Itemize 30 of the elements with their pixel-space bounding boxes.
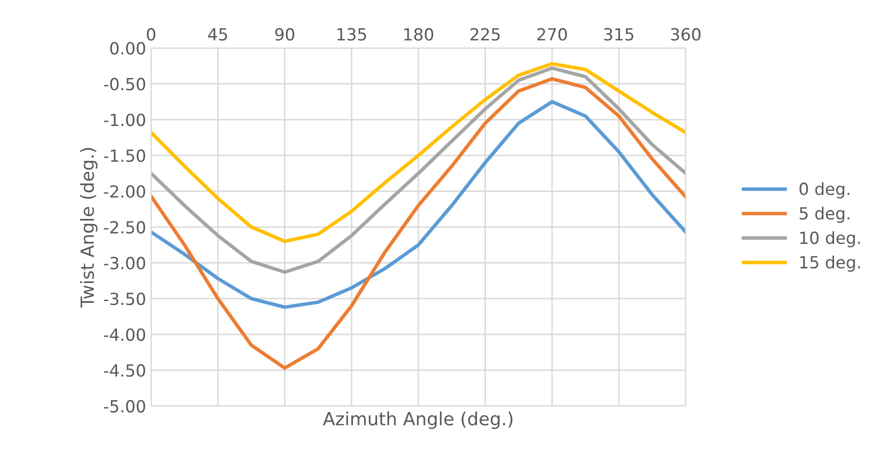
legend-label: 10 deg. xyxy=(800,231,860,248)
y-tick-label: -2.00 xyxy=(104,185,146,198)
line-series xyxy=(151,62,686,244)
y-tick-label: -1.50 xyxy=(104,149,146,162)
y-axis-title: Twist Angle (deg.) xyxy=(80,148,98,308)
x-tick-label: 0 xyxy=(146,28,156,41)
line-series xyxy=(151,77,686,370)
y-tick-label: -3.00 xyxy=(104,256,146,270)
x-tick-label: 135 xyxy=(337,28,366,41)
x-axis-title: Azimuth Angle (deg.) xyxy=(322,412,512,430)
x-tick-label: 270 xyxy=(537,28,567,41)
y-tick-label: -3.50 xyxy=(104,292,146,306)
line-series xyxy=(151,66,686,274)
y-tick-label: -5.00 xyxy=(104,400,146,413)
legend-label: 0 deg. xyxy=(800,182,850,198)
y-tick-label: -4.00 xyxy=(104,328,146,341)
y-tick-label: -0.50 xyxy=(104,78,146,90)
line-series xyxy=(151,100,686,309)
legend-label: 15 deg. xyxy=(800,256,860,272)
x-tick-label: 90 xyxy=(275,28,294,41)
y-tick-label: 0.00 xyxy=(110,42,146,55)
x-tick-label: 225 xyxy=(470,28,500,41)
legend-label: 5 deg. xyxy=(800,206,850,223)
y-tick-label: -4.50 xyxy=(104,364,146,377)
x-tick-label: 360 xyxy=(671,28,700,41)
x-tick-label: 45 xyxy=(208,28,228,41)
x-tick-label: 315 xyxy=(604,28,634,41)
x-tick-label: 180 xyxy=(404,28,434,41)
y-tick-label: -2.50 xyxy=(104,220,146,234)
y-tick-label: -1.00 xyxy=(104,114,146,126)
